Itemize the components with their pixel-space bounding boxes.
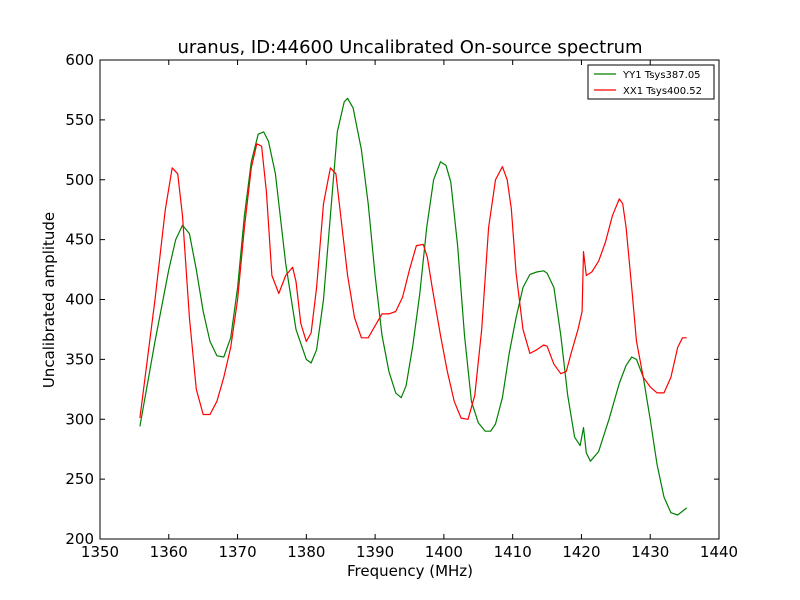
x-tick-label: 1360 xyxy=(150,543,188,561)
x-tick-label: 1350 xyxy=(81,543,119,561)
y-tick-label: 400 xyxy=(65,291,94,309)
x-tick-label: 1370 xyxy=(218,543,256,561)
plot-frame xyxy=(99,59,720,540)
series-line-1 xyxy=(139,97,688,516)
legend: YY1 Tsys387.05 XX1 Tsys400.52 xyxy=(587,64,715,100)
x-tick-label: 1410 xyxy=(494,543,532,561)
x-axis-label: Frequency (MHz) xyxy=(347,562,473,580)
plot-frame-border xyxy=(99,59,720,540)
x-tick-label: 1380 xyxy=(287,543,325,561)
x-tick-label: 1420 xyxy=(562,543,600,561)
chart-title: uranus, ID:44600 Uncalibrated On-source … xyxy=(177,37,642,58)
x-axis-ticks: 1350 1360 1370 1380 1390 1400 1410 1420 1430 1440 xyxy=(81,60,738,561)
legend-entry-label: YY1 Tsys387.05 xyxy=(622,70,701,81)
x-tick-label: 1390 xyxy=(356,543,394,561)
y-tick-label: 200 xyxy=(65,530,94,548)
legend-entry-label: XX1 Tsys400.52 xyxy=(623,86,702,97)
y-tick-label: 550 xyxy=(65,111,94,129)
x-tick-label: 1440 xyxy=(700,543,738,561)
x-tick-label: 1400 xyxy=(425,543,463,561)
series-layer xyxy=(139,97,688,516)
y-tick-label: 350 xyxy=(65,350,94,368)
y-tick-label: 300 xyxy=(65,410,94,428)
x-tick-label: 1430 xyxy=(631,543,669,561)
y-tick-label: 500 xyxy=(65,171,94,189)
y-axis-ticks: 200 250 300 350 400 450 500 550 600 xyxy=(65,51,719,548)
y-tick-label: 250 xyxy=(65,470,94,488)
legend-box xyxy=(587,64,715,100)
series-line-2 xyxy=(139,143,687,420)
plot-area: 1350 1360 1370 1380 1390 1400 1410 1420 1430 1440… xyxy=(65,51,738,561)
y-axis-label: Uncalibrated amplitude xyxy=(40,212,58,388)
y-tick-label: 450 xyxy=(65,231,94,249)
y-tick-label: 600 xyxy=(65,51,94,69)
